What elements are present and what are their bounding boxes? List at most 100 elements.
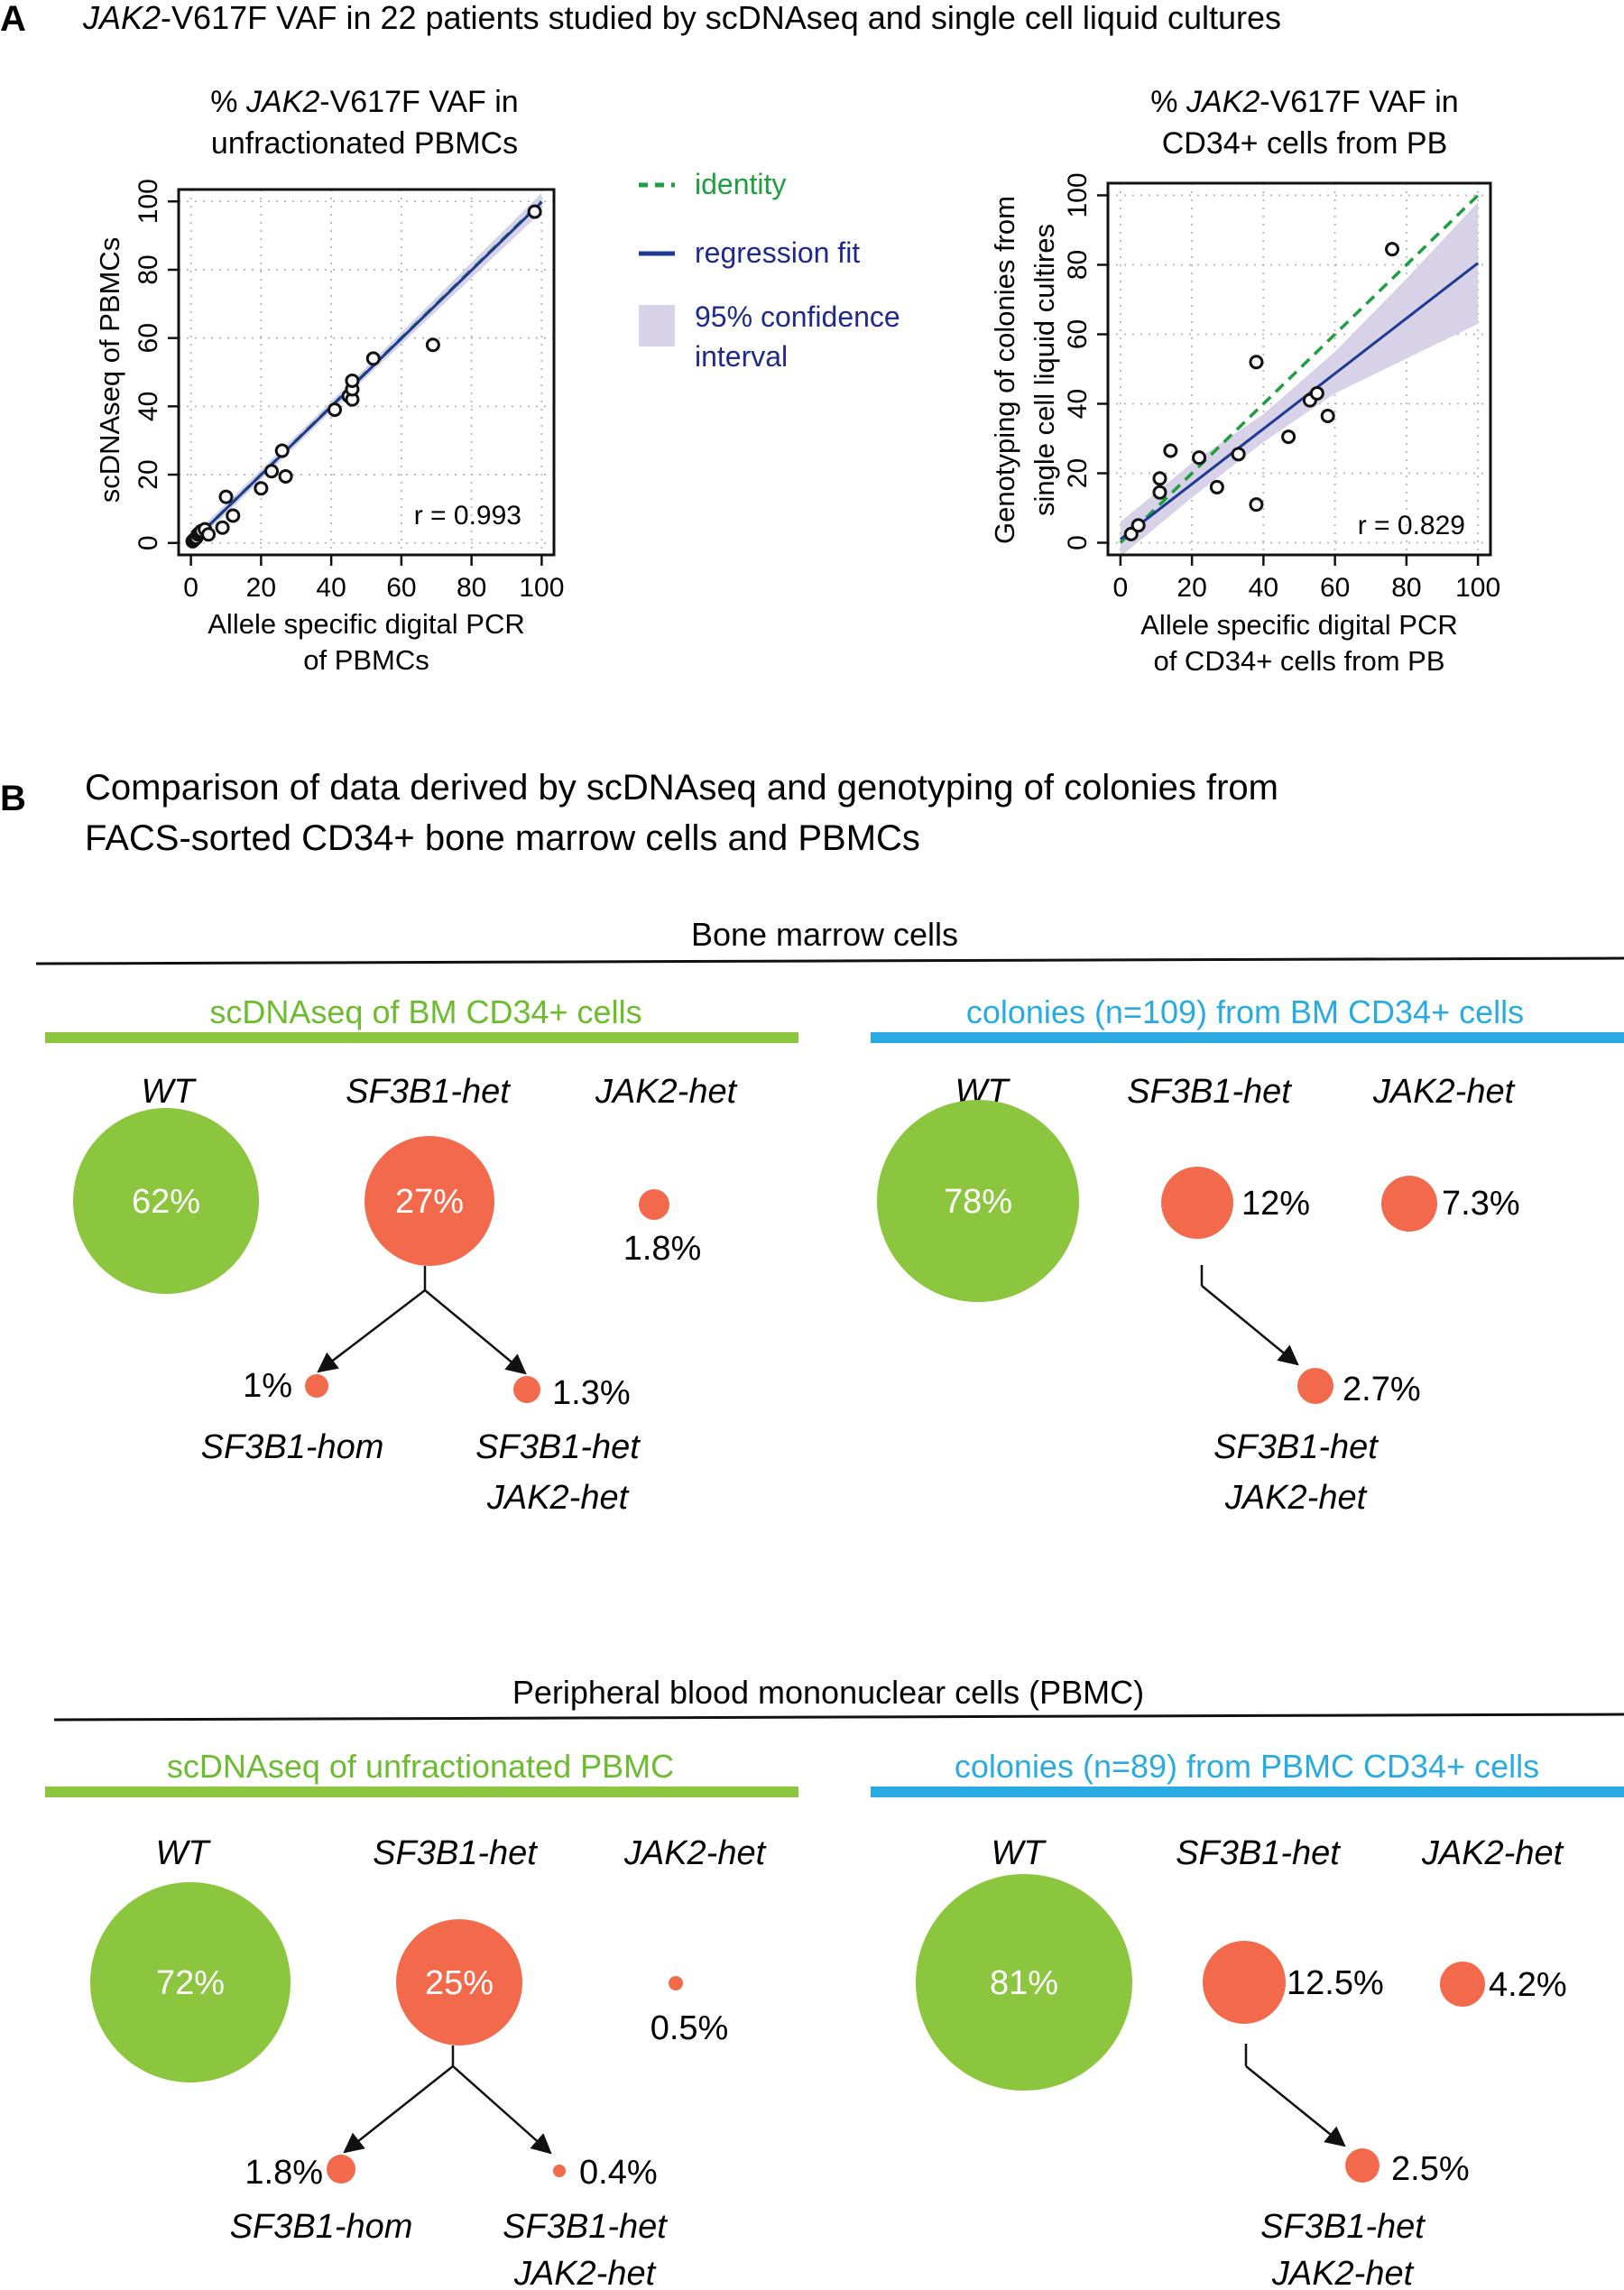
bm-colonies-double-line1: SF3B1-het	[1213, 1428, 1379, 1466]
bm-colonies-jak2-label: JAK2-het	[1372, 1073, 1516, 1111]
chart1-title-line1: % JAK2-V617F VAF in	[210, 85, 518, 119]
chart-cd34-scatter: % JAK2-V617F VAF in CD34+ cells from PB …	[989, 85, 1500, 677]
chart1-point	[345, 373, 360, 388]
pbmc-scdnaseq-double-circle	[553, 2165, 566, 2177]
bm-colonies-sf3b1-pct: 12%	[1241, 1185, 1310, 1223]
chart2-x-ticks: 0 20 40 60 80 100	[1113, 555, 1500, 603]
chart2-x-tick-label: 20	[1176, 573, 1206, 603]
legend-ci-label-line2: interval	[695, 340, 788, 373]
chart1-y-ticks: 0 20 40 60 80 100	[134, 179, 179, 550]
panel-a-title-gene: JAK2	[82, 0, 161, 36]
bm-colonies-double-circle	[1297, 1368, 1333, 1404]
chart2-y-ticks: 0 20 40 60 80 100	[1063, 172, 1108, 550]
chart1-point	[254, 481, 269, 496]
chart1-y-tick-label: 80	[134, 254, 163, 284]
chart2-ylabel-line2: single cell liquid cultires	[1029, 224, 1060, 516]
chart2-y-tick-label: 40	[1063, 389, 1093, 419]
bm-colonies-sf3b1-label: SF3B1-het	[1127, 1073, 1292, 1111]
bm-scdnaseq-arrow-double	[424, 1289, 527, 1375]
chart2-regression-line	[1119, 262, 1480, 540]
chart1-y-tick-label: 100	[134, 179, 163, 224]
pbmc-colonies-wt-pct: 81%	[990, 1964, 1058, 2002]
chart2-xlabel-line2: of CD34+ cells from PB	[1153, 645, 1444, 677]
chart2-point	[1385, 242, 1400, 257]
pbmc-colonies-double-circle	[1345, 2148, 1379, 2183]
bm-scdnaseq-jak2-pct: 1.8%	[623, 1230, 702, 1268]
pbmc-scdnaseq-arrow-double	[452, 2065, 552, 2155]
chart2-point	[1281, 429, 1296, 445]
pbmc-colonies-bar	[871, 1787, 1624, 1797]
pbmc-colonies-sf3b1-pct: 12.5%	[1287, 1964, 1384, 2002]
bm-scdnaseq-jak2-circle	[639, 1189, 669, 1220]
chart1-ylabel: scDNAseq of PBMCs	[94, 237, 125, 503]
chart2-y-tick-label: 100	[1063, 172, 1093, 217]
bm-scdnaseq-bar	[45, 1032, 798, 1043]
bm-scdnaseq-hom-label: SF3B1-hom	[201, 1428, 384, 1466]
chart2-point	[1152, 471, 1167, 486]
chart2-point	[1163, 443, 1178, 458]
chart2-point	[1192, 450, 1207, 466]
chart2-plot-frame	[1106, 181, 1492, 557]
chart1-point	[328, 402, 343, 418]
chart2-point	[1309, 385, 1324, 401]
pbmc-scdnaseq-bar	[45, 1787, 798, 1797]
chart1-lines	[189, 199, 543, 545]
chart1-x-tick-label: 40	[316, 573, 346, 603]
bm-scdnaseq-double-line1: SF3B1-het	[475, 1428, 641, 1466]
chart2-lines	[1119, 194, 1480, 544]
pbmc-colonies-wt-circle	[916, 1874, 1132, 2091]
bm-scdnaseq-jak2-label: JAK2-het	[595, 1073, 738, 1111]
chart1-point	[215, 520, 230, 535]
chart1-point	[274, 443, 290, 458]
chart2-point	[1320, 408, 1335, 423]
pbmc-colonies-jak2-label: JAK2-het	[1421, 1834, 1564, 1872]
bm-scdnaseq-sf3b1-pct: 27%	[395, 1183, 464, 1221]
chart1-x-tick-label: 80	[457, 573, 486, 603]
chart2-title-line2: CD34+ cells from PB	[1162, 126, 1448, 161]
chart2-y-tick-label: 0	[1063, 535, 1093, 550]
chart2-xlabel-line1: Allele specific digital PCR	[1140, 609, 1457, 641]
chart1-title-line2: unfractionated PBMCs	[211, 126, 518, 161]
bm-heading-rule	[35, 956, 1624, 965]
panel-b-letter: B	[0, 779, 26, 818]
chart2-point	[1231, 447, 1246, 462]
pbmc-scdnaseq-jak2-pct: 0.5%	[651, 2009, 729, 2047]
bm-scdnaseq-wt-circle	[73, 1108, 259, 1294]
pbmc-colonies-sf3b1-circle	[1203, 1941, 1286, 2024]
pbmc-scdnaseq-hom-label: SF3B1-hom	[230, 2208, 413, 2246]
chart2-point	[1130, 518, 1146, 533]
bm-scdnaseq-wt-pct: 62%	[132, 1183, 200, 1221]
chart1-plot-frame	[177, 188, 556, 557]
bm-colonies-jak2-circle	[1381, 1176, 1437, 1232]
pbmc-colonies-jak2-circle	[1440, 1962, 1485, 2007]
pbmc-colonies-double-pct: 2.5%	[1391, 2150, 1470, 2188]
pbmc-scdnaseq-double-line1: SF3B1-het	[503, 2208, 668, 2246]
chart1-point	[425, 337, 440, 353]
bm-scdnaseq-double-line2: JAK2-het	[486, 1479, 630, 1517]
chart1-y-tick-label: 20	[134, 459, 163, 489]
chart1-point	[218, 489, 234, 504]
pbmc-colonies-sf3b1-label: SF3B1-het	[1176, 1834, 1341, 1872]
pbmc-scdnaseq-double-pct: 0.4%	[579, 2154, 658, 2192]
chart1-y-tick-label: 0	[134, 535, 163, 550]
pbmc-scdnaseq-wt-circle	[90, 1882, 291, 2082]
chart1-point	[264, 464, 280, 479]
pbmc-scdnaseq-sf3b1-pct: 25%	[425, 1964, 494, 2002]
chart2-x-tick-label: 80	[1391, 573, 1421, 603]
section-bone-marrow: Bone marrow cells scDNAseq of BM CD34+ c…	[35, 916, 1624, 1517]
chart1-point	[365, 351, 381, 366]
chart1-title-prefix: %	[210, 85, 246, 119]
chart1-y-tick-label: 60	[134, 323, 163, 353]
chart1-x-tick-label: 0	[183, 573, 198, 603]
pbmc-colonies-double-line2: JAK2-het	[1271, 2255, 1415, 2290]
chart1-point	[527, 204, 542, 219]
pbmc-scdnaseq-double-line2: JAK2-het	[513, 2255, 657, 2290]
chart1-y-tick-label: 40	[134, 392, 163, 421]
chart1-ci-band	[190, 192, 542, 549]
pbmc-scdnaseq-header: scDNAseq of unfractionated PBMC	[167, 1748, 674, 1785]
bm-scdnaseq-double-pct: 1.3%	[552, 1374, 631, 1412]
chart2-title-prefix: %	[1150, 85, 1186, 119]
panel-a-title: JAK2-V617F VAF in 22 patients studied by…	[82, 0, 1281, 36]
chart2-point	[1249, 497, 1264, 512]
bm-scdnaseq-double-circle	[513, 1376, 540, 1403]
